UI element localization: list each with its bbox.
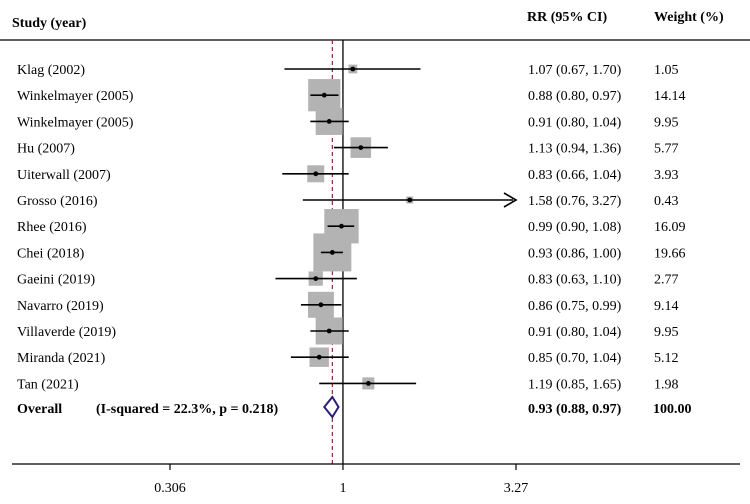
study-point-estimate (316, 354, 322, 360)
study-ci-text: 0.91 (0.80, 1.04) (528, 115, 622, 130)
study-weight-text: 9.95 (654, 115, 679, 130)
study-label: Navarro (2019) (17, 299, 104, 314)
overall-heterogeneity: (I-squared = 22.3%, p = 0.218) (96, 402, 278, 417)
study-ci-text: 0.86 (0.75, 0.99) (528, 299, 622, 314)
study-weight-text: 1.98 (654, 377, 679, 392)
study-ci-text: 0.85 (0.70, 1.04) (528, 351, 622, 366)
study-label: Winkelmayer (2005) (17, 115, 134, 130)
study-weight-text: 19.66 (654, 246, 686, 261)
study-weight-text: 9.14 (654, 299, 679, 314)
x-axis-tick-label: 0.306 (154, 481, 186, 496)
study-weight-text: 0.43 (654, 194, 679, 209)
overall-weight: 100.00 (653, 402, 692, 417)
study-weight-text: 5.12 (654, 351, 679, 366)
study-ci-text: 1.19 (0.85, 1.65) (528, 377, 622, 392)
study-label: Uiterwall (2007) (17, 168, 111, 183)
header-study: Study (year) (12, 16, 87, 31)
study-weight-text: 5.77 (654, 142, 679, 157)
study-label: Miranda (2021) (17, 351, 106, 366)
study-ci-text: 0.83 (0.66, 1.04) (528, 168, 622, 183)
plot-marks: Klag (2002) 1.07 (0.67, 1.70) 1.05 Winkelma… (17, 40, 686, 496)
study-point-estimate (313, 171, 319, 177)
study-point-estimate (318, 302, 324, 308)
study-point-estimate (321, 92, 327, 98)
study-weight-text: 14.14 (654, 89, 686, 104)
header-weight: Weight (%) (654, 10, 724, 25)
study-point-estimate (326, 119, 332, 124)
study-point-estimate (313, 276, 319, 281)
study-label: Villaverde (2019) (17, 325, 116, 340)
study-label: Klag (2002) (17, 63, 85, 78)
overall-diamond (322, 395, 340, 419)
study-label: Grosso (2016) (17, 194, 98, 209)
study-ci-text: 0.99 (0.90, 1.08) (528, 220, 622, 235)
study-point-estimate (350, 66, 356, 72)
study-point-estimate (365, 381, 371, 386)
study-ci-text: 1.58 (0.76, 3.27) (528, 194, 622, 209)
study-point-estimate (358, 145, 364, 151)
study-ci-text: 1.13 (0.94, 1.36) (528, 142, 622, 157)
study-point-estimate (339, 223, 344, 229)
study-ci-text: 0.93 (0.86, 1.00) (528, 246, 622, 261)
study-weight-text: 9.95 (654, 325, 679, 340)
overall-label: Overall (17, 402, 62, 417)
study-label: Winkelmayer (2005) (17, 89, 134, 104)
study-point-estimate (326, 328, 332, 334)
study-ci-text: 0.83 (0.63, 1.10) (528, 273, 622, 288)
study-label: Hu (2007) (17, 142, 75, 157)
ci-arrow-right (503, 192, 518, 208)
study-weight-text: 16.09 (654, 220, 686, 235)
study-point-estimate (329, 250, 335, 255)
x-axis-tick-label: 3.27 (504, 481, 529, 496)
study-label: Rhee (2016) (17, 220, 87, 235)
study-weight-text: 3.93 (654, 168, 679, 183)
x-axis-tick-label: 1 (339, 481, 346, 496)
study-label: Chei (2018) (17, 246, 85, 261)
study-label: Gaeini (2019) (17, 273, 95, 288)
study-ci-text: 1.07 (0.67, 1.70) (528, 63, 622, 78)
study-weight-text: 2.77 (654, 273, 679, 288)
study-label: Tan (2021) (17, 377, 79, 392)
header-ci: RR (95% CI) (527, 10, 607, 25)
study-point-estimate (407, 197, 413, 203)
overall-ci: 0.93 (0.88, 0.97) (528, 402, 622, 417)
study-ci-text: 0.88 (0.80, 0.97) (528, 89, 622, 104)
study-ci-text: 0.91 (0.80, 1.04) (528, 325, 622, 340)
study-weight-text: 1.05 (654, 63, 679, 78)
